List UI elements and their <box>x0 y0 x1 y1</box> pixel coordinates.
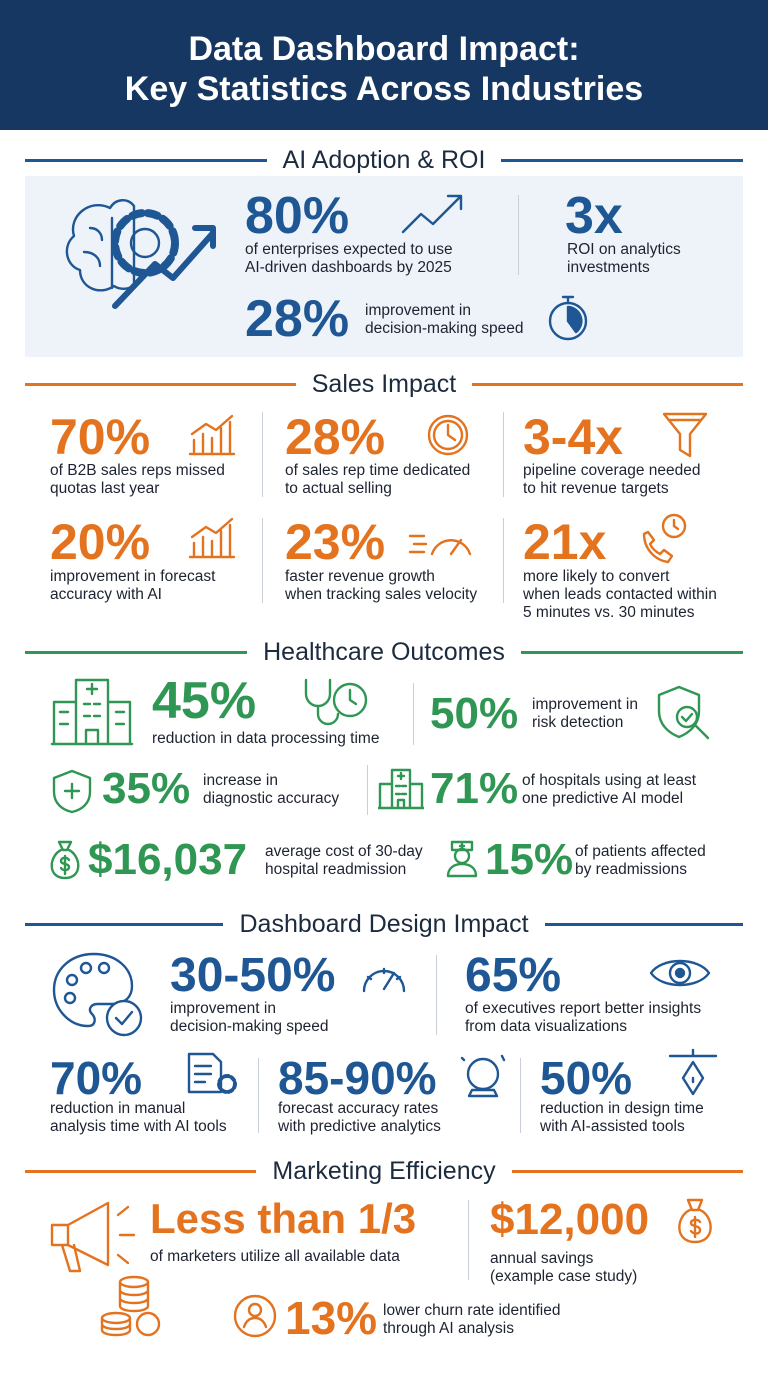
bar-chart-icon <box>188 517 236 559</box>
stat-text: more likely to convert when leads contac… <box>523 568 717 621</box>
stat-value: 28% <box>245 290 350 348</box>
stat-value: 3-4x <box>523 409 624 465</box>
stat-text: improvement in forecast accuracy with AI <box>50 568 216 603</box>
title: Key Statistics Across Industries <box>124 70 644 108</box>
section-title: Sales Impact <box>311 370 457 398</box>
stat-value: 65% <box>465 949 562 1002</box>
stat-text: average cost of 30-day hospital readmiss… <box>265 843 423 878</box>
stat-value: 70% <box>50 409 151 465</box>
stat-text: improvement in decision-making speed <box>365 302 524 337</box>
divider <box>367 765 368 815</box>
section-heading: Healthcare Outcomes <box>25 638 743 667</box>
stat-value: 71% <box>430 764 519 813</box>
bar-chart-icon <box>188 414 236 456</box>
stat-text: forecast accuracy rates with predictive … <box>278 1100 441 1135</box>
speedometer-icon <box>408 534 472 556</box>
stat-value: 3x <box>565 187 623 245</box>
section-title: Healthcare Outcomes <box>263 638 505 666</box>
coins-icon <box>100 1275 161 1337</box>
palette-icon <box>52 952 143 1037</box>
stat-text: ROI on analytics investments <box>567 241 681 276</box>
phone-icon <box>642 513 687 564</box>
divider <box>518 195 519 275</box>
panel <box>25 176 743 357</box>
stat-text: of hospitals using at least one predicti… <box>522 772 697 807</box>
stat-value: 30-50% <box>170 949 336 1002</box>
stat-text: of enterprises expected to use AI-driven… <box>245 241 453 276</box>
money-bag-icon <box>678 1198 712 1244</box>
section-title: AI Adoption & ROI <box>282 146 486 174</box>
divider <box>262 518 263 603</box>
divider <box>436 955 437 1035</box>
hospital-icon <box>50 678 134 746</box>
stat-text: reduction in data processing time <box>152 730 380 747</box>
brain-gear-icon <box>65 199 216 309</box>
stat-text: reduction in design time with AI-assiste… <box>540 1100 704 1135</box>
stat-value: 80% <box>245 187 350 245</box>
stat-value: 45% <box>152 672 257 730</box>
shield-search-icon <box>657 685 710 740</box>
stat-value: 70% <box>50 1052 143 1104</box>
section-heading: AI Adoption & ROI <box>25 146 743 175</box>
stat-text: of executives report better insights fro… <box>465 1000 702 1035</box>
nurse-icon <box>446 840 478 878</box>
stat-value: $16,037 <box>88 835 248 884</box>
section-title: Marketing Efficiency <box>272 1157 496 1185</box>
stat-value: 15% <box>485 835 574 884</box>
divider <box>262 412 263 497</box>
stat-value: 50% <box>430 689 519 738</box>
stat-value: 20% <box>50 514 151 570</box>
stat-text: improvement in risk detection <box>532 696 638 731</box>
section-heading: Sales Impact <box>25 370 744 399</box>
gauge-icon <box>362 967 406 993</box>
stat-text: improvement in decision-making speed <box>170 1000 329 1035</box>
divider <box>503 412 504 497</box>
stopwatch-icon <box>548 295 588 341</box>
hospital-icon <box>378 768 424 810</box>
stat-value: 23% <box>285 514 386 570</box>
section-heading: Dashboard Design Impact <box>25 910 744 939</box>
stat-value: 28% <box>285 409 386 465</box>
shield-icon <box>52 769 92 814</box>
stat-value: 50% <box>540 1052 633 1104</box>
stat-text: annual savings (example case study) <box>490 1250 638 1285</box>
document-gear-icon <box>187 1052 237 1094</box>
section-title: Dashboard Design Impact <box>239 910 529 938</box>
stat-value: 21x <box>523 514 607 570</box>
header <box>0 0 768 130</box>
divider <box>468 1200 469 1280</box>
stat-text: pipeline coverage needed to hit revenue … <box>523 462 701 497</box>
stethoscope-icon <box>304 678 368 726</box>
divider <box>503 518 504 603</box>
title: Data Dashboard Impact: <box>188 30 580 68</box>
divider <box>520 1058 521 1133</box>
stat-text: faster revenue growth when tracking sale… <box>285 568 478 603</box>
crystal-ball-icon <box>460 1054 506 1098</box>
stat-text: of sales rep time dedicated to actual se… <box>285 462 471 497</box>
trend-icon <box>401 194 463 234</box>
stat-value: Less than 1/3 <box>150 1195 417 1242</box>
eye-icon <box>649 959 711 987</box>
stat-value: 85-90% <box>278 1052 437 1104</box>
user-churn-icon <box>233 1294 277 1338</box>
stat-text: reduction in manual analysis time with A… <box>50 1100 227 1135</box>
section-heading: Marketing Efficiency <box>25 1157 743 1186</box>
stat-text: lower churn rate identified through AI a… <box>383 1302 561 1337</box>
divider <box>413 683 414 745</box>
megaphone-icon <box>50 1201 136 1273</box>
divider <box>258 1058 259 1133</box>
stat-value: 13% <box>285 1292 378 1344</box>
stat-text: of marketers utilize all available data <box>150 1248 400 1265</box>
stat-text: of patients affected by readmissions <box>575 843 706 878</box>
stat-value: $12,000 <box>490 1195 650 1244</box>
funnel-icon <box>662 412 708 458</box>
pen-tool-icon <box>668 1048 718 1096</box>
clock-icon <box>427 414 469 456</box>
money-bag-icon <box>50 840 80 880</box>
stat-value: 35% <box>102 764 191 813</box>
stat-text: increase in diagnostic accuracy <box>203 772 340 807</box>
stat-text: of B2B sales reps missed quotas last yea… <box>50 462 225 497</box>
